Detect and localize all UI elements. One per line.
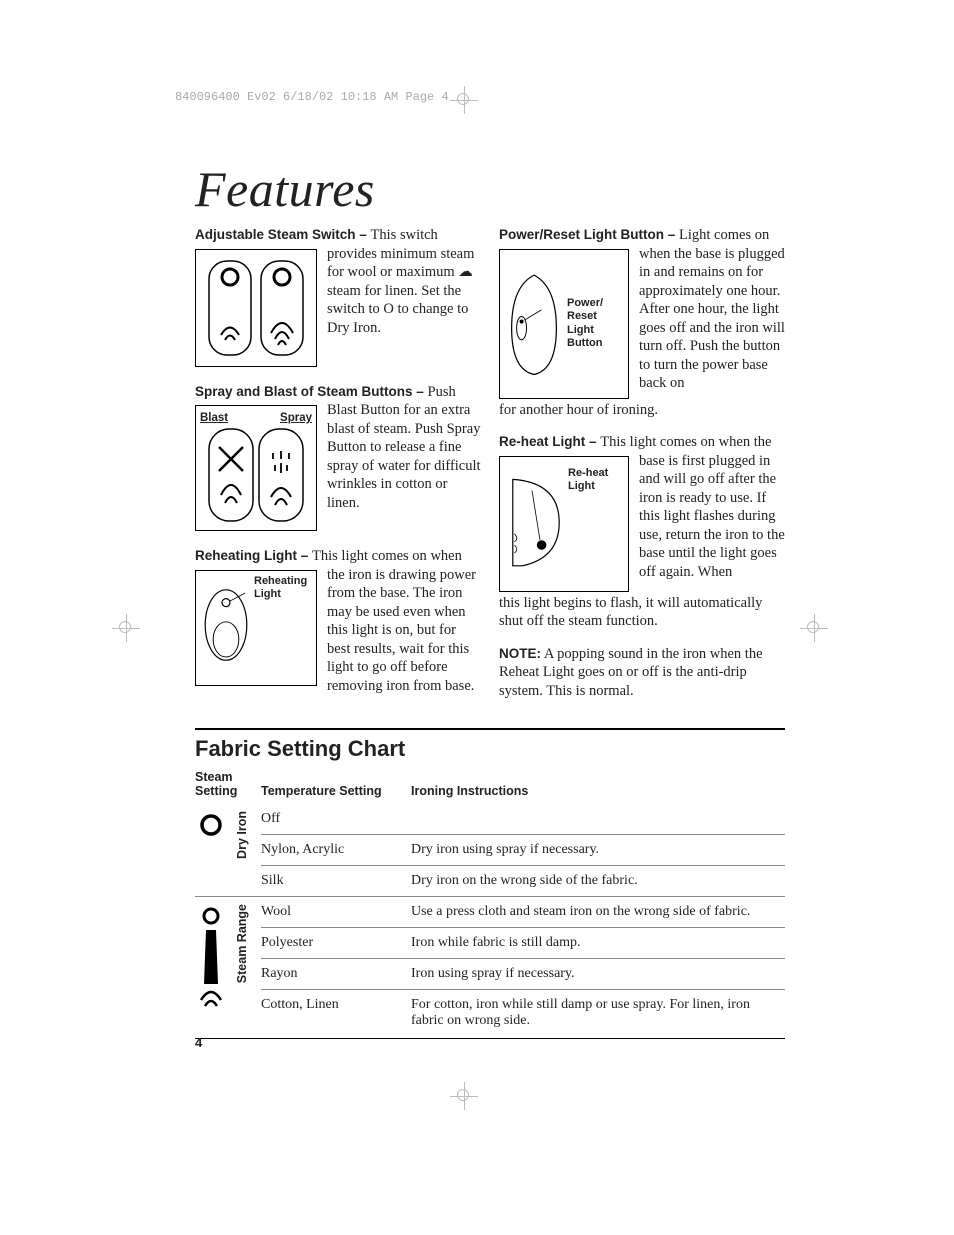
- cell-temp: Rayon: [261, 959, 411, 990]
- feature-lead: This switch: [371, 227, 438, 243]
- cell-temp: Cotton, Linen: [261, 990, 411, 1037]
- feature-body: when the iron is drawing power from the …: [327, 548, 476, 694]
- print-slug: 840096400 Ev02 6/18/02 10:18 AM Page 4: [175, 90, 449, 104]
- cell-temp: Off: [261, 804, 411, 835]
- feature-columns: Adjustable Steam Switch – This switch pr…: [195, 224, 785, 714]
- range-dry-iron: Dry Iron: [235, 804, 261, 897]
- cell-temp: Wool: [261, 897, 411, 928]
- cell-instr: Iron using spray if necessary.: [411, 959, 785, 990]
- feature-reheat-light: Re-heat Light – This light comes on when…: [499, 433, 785, 631]
- registration-mark: [112, 614, 140, 642]
- th-steam: Steam Setting: [195, 766, 261, 804]
- feature-heading: Adjustable Steam Switch –: [195, 227, 371, 242]
- feature-body: the base is first plugged in and will go…: [639, 434, 785, 580]
- reheating-callout: Reheating Light: [254, 575, 310, 601]
- chart-title: Fabric Setting Chart: [195, 736, 785, 762]
- page-number: 4: [195, 1035, 202, 1050]
- cell-instr: For cotton, iron while still damp or use…: [411, 990, 785, 1037]
- cell-instr: Use a press cloth and steam iron on the …: [411, 897, 785, 928]
- feature-reheating-light: Reheating Light – This light comes on Re…: [195, 547, 481, 695]
- reheat-callout: Re-heat Light: [568, 461, 620, 493]
- range-steam: Steam Range: [235, 897, 261, 1037]
- steam-icon-dry: [195, 804, 235, 897]
- th-instr: Ironing Instructions: [411, 766, 785, 804]
- feature-power-reset: Power/Reset Light Button – Light comes P…: [499, 226, 785, 419]
- feature-lead: This light comes on when: [600, 434, 753, 450]
- feature-heading: Spray and Blast of Steam Buttons –: [195, 384, 428, 399]
- feature-tail: this light begins to flash, it will auto…: [499, 595, 762, 630]
- cell-temp: Polyester: [261, 928, 411, 959]
- cell-temp: Nylon, Acrylic: [261, 835, 411, 866]
- feature-heading: Power/Reset Light Button –: [499, 227, 679, 242]
- feature-body: on when the base is plugged in and remai…: [639, 227, 785, 391]
- feature-lead: Light comes: [679, 227, 755, 243]
- cell-temp: Silk: [261, 866, 411, 897]
- spray-blast-illustration: Blast Spray: [195, 405, 317, 531]
- th-temp: Temperature Setting: [261, 766, 411, 804]
- cell-instr: [411, 804, 785, 835]
- right-column: Power/Reset Light Button – Light comes P…: [499, 226, 785, 714]
- registration-mark: [800, 614, 828, 642]
- feature-spray-blast: Spray and Blast of Steam Buttons – Push …: [195, 383, 481, 534]
- feature-lead: This light comes on: [312, 548, 430, 564]
- left-column: Adjustable Steam Switch – This switch pr…: [195, 226, 481, 714]
- feature-body: provides minimum steam for wool or maxim…: [327, 246, 474, 336]
- note-block: NOTE: A popping sound in the iron when t…: [499, 645, 785, 701]
- feature-heading: Reheating Light –: [195, 548, 312, 563]
- section-rule: [195, 728, 785, 730]
- spray-label: Spray: [280, 411, 312, 426]
- page-content: 840096400 Ev02 6/18/02 10:18 AM Page 4 F…: [195, 100, 785, 1039]
- feature-lead: Push: [428, 384, 456, 400]
- reheat-illustration: Re-heat Light: [499, 456, 629, 592]
- registration-mark: [450, 1082, 478, 1110]
- feature-body: Blast Button for an extra blast of steam…: [327, 402, 481, 511]
- steam-switch-illustration: [195, 249, 317, 367]
- feature-heading: Re-heat Light –: [499, 434, 600, 449]
- fabric-chart: Steam Setting Temperature Setting Ironin…: [195, 766, 785, 1039]
- cell-instr: Iron while fabric is still damp.: [411, 928, 785, 959]
- steam-icon-range: [195, 897, 235, 1037]
- cell-instr: Dry iron on the wrong side of the fabric…: [411, 866, 785, 897]
- page-title: Features: [195, 160, 785, 218]
- feature-steam-switch: Adjustable Steam Switch – This switch pr…: [195, 226, 481, 369]
- blast-label: Blast: [200, 411, 228, 426]
- power-reset-illustration: Power/ Reset Light Button: [499, 249, 629, 399]
- cell-instr: Dry iron using spray if necessary.: [411, 835, 785, 866]
- note-label: NOTE:: [499, 646, 541, 661]
- feature-tail: for another hour of ironing.: [499, 402, 658, 418]
- reheating-illustration: Reheating Light: [195, 570, 317, 686]
- power-callout: Power/ Reset Light Button: [567, 297, 623, 350]
